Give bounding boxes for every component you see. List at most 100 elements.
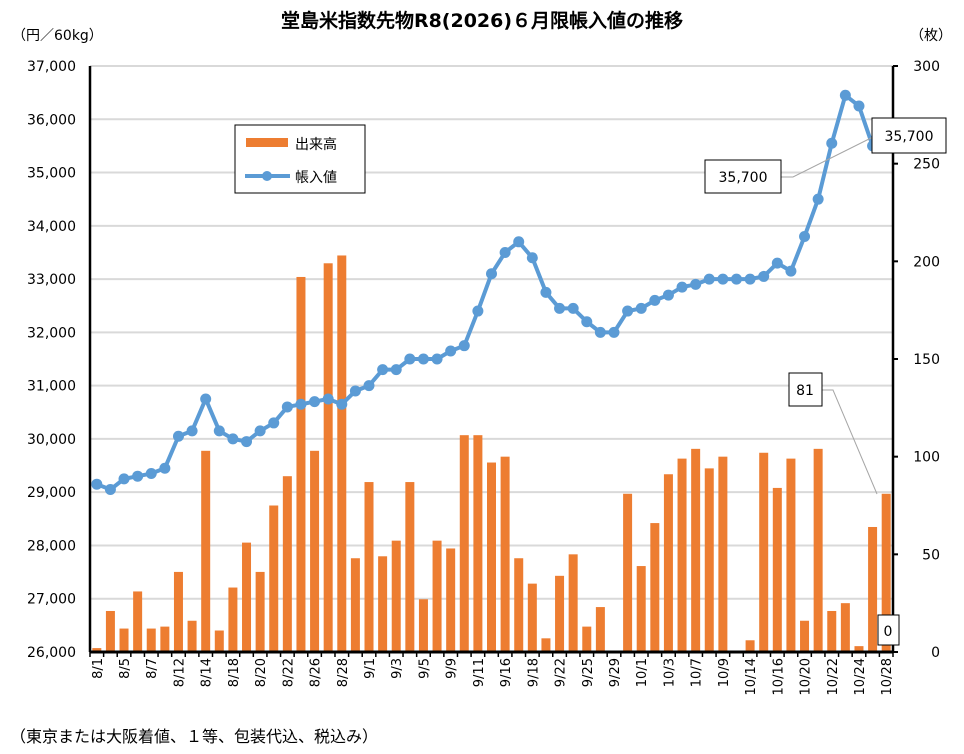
volume-bar — [759, 452, 769, 652]
price-point — [159, 462, 171, 474]
price-point — [853, 100, 865, 112]
left-tick-label: 32,000 — [27, 325, 76, 341]
price-point — [839, 89, 851, 101]
x-tick-label: 9/1 — [363, 658, 378, 679]
price-point — [254, 425, 266, 437]
volume-bar — [514, 558, 524, 652]
price-point — [322, 393, 334, 405]
x-tick-label: 9/25 — [581, 658, 596, 687]
volume-bar — [228, 587, 238, 652]
volume-bar — [677, 458, 687, 652]
volume-bar — [745, 640, 755, 652]
price-point — [186, 425, 198, 437]
price-point — [690, 278, 702, 290]
volume-bar — [432, 540, 442, 652]
price-point — [703, 273, 715, 285]
x-tick-label: 8/7 — [145, 658, 160, 679]
volume-bar — [146, 628, 156, 652]
left-axis-label: （円／60kg） — [12, 28, 103, 44]
x-tick-label: 9/29 — [608, 658, 623, 687]
volume-bar — [201, 450, 211, 652]
volume-bar — [527, 583, 537, 652]
volume-bar — [296, 276, 306, 652]
volume-bar — [840, 603, 850, 652]
x-tick-label: 9/5 — [417, 658, 432, 679]
volume-bar — [663, 474, 673, 652]
x-tick-label: 10/22 — [826, 658, 841, 695]
x-tick-label: 10/20 — [799, 658, 814, 695]
left-tick-label: 27,000 — [27, 592, 76, 608]
price-point — [472, 305, 484, 317]
annotation-price-left: 35,700 — [719, 170, 768, 186]
volume-bar — [214, 630, 224, 652]
left-tick-label: 34,000 — [27, 219, 76, 235]
right-tick-label: 250 — [913, 157, 940, 173]
price-point — [730, 273, 742, 285]
price-point — [431, 353, 443, 365]
volume-bar — [555, 575, 565, 652]
x-tick-labels: 8/1 8/5 8/7 8/12 8/14 8/18 8/20 8/22 8/26 8/28 9/1… — [91, 658, 895, 695]
price-point — [118, 473, 130, 485]
volume-bar — [623, 493, 633, 652]
price-point — [812, 193, 824, 205]
price-point — [445, 345, 457, 357]
annotations: 35,700 35,700 81 0 — [704, 117, 947, 646]
left-tick-label: 35,000 — [27, 166, 76, 182]
price-point — [145, 468, 157, 480]
legend-label-price: 帳入値 — [295, 170, 337, 186]
price-point — [309, 396, 321, 408]
volume-bar — [173, 571, 183, 652]
volume-bar — [405, 482, 415, 652]
annotation-volume-81: 81 — [796, 383, 814, 399]
price-point — [336, 398, 348, 410]
volume-bar — [459, 435, 469, 652]
price-point — [581, 316, 593, 328]
volume-bar — [323, 263, 333, 652]
price-point — [417, 353, 429, 365]
left-tick-label: 28,000 — [27, 538, 76, 554]
volume-bar — [541, 638, 551, 652]
x-tick-label: 8/22 — [281, 658, 296, 687]
x-tick-label: 10/24 — [853, 658, 868, 695]
left-tick-label: 36,000 — [27, 112, 76, 128]
volume-bar — [310, 450, 320, 652]
price-point — [717, 273, 729, 285]
x-tick-label: 9/22 — [554, 658, 569, 687]
axes: 26,000 27,000 28,000 29,000 30,000 31,000 32,0… — [27, 59, 940, 661]
legend: 出来高 帳入値 — [234, 124, 366, 194]
volume-bars — [92, 255, 891, 652]
x-tick-label: 10/3 — [662, 658, 677, 687]
left-tick-label: 30,000 — [27, 432, 76, 448]
price-point — [200, 393, 212, 405]
chart-title: 堂島米指数先物R8(2026)６月限帳入値の推移 — [281, 9, 683, 32]
price-point — [213, 425, 225, 437]
x-tick-label: 8/5 — [118, 658, 133, 679]
price-point — [268, 417, 280, 429]
volume-bar — [772, 487, 782, 652]
volume-bar — [269, 505, 279, 652]
price-point — [499, 246, 511, 258]
x-tick-label: 10/28 — [880, 658, 895, 695]
volume-bar — [255, 571, 265, 652]
x-tick-label: 8/18 — [227, 658, 242, 687]
price-point — [404, 353, 416, 365]
x-tick-label: 10/16 — [771, 658, 786, 695]
price-point — [458, 340, 470, 352]
price-line — [91, 89, 892, 496]
legend-line-marker — [262, 171, 272, 181]
x-tick-label: 9/11 — [472, 658, 487, 687]
volume-bar — [391, 540, 401, 652]
right-axis-label: （枚） — [910, 28, 952, 44]
left-tick-label: 29,000 — [27, 485, 76, 501]
x-tick-label: 9/3 — [390, 658, 405, 679]
price-point — [608, 326, 620, 338]
price-point — [241, 436, 253, 448]
legend-bar-swatch — [246, 138, 288, 147]
volume-bar — [636, 566, 646, 652]
x-tick-label: 8/28 — [336, 658, 351, 687]
x-tick-label: 9/9 — [445, 658, 460, 679]
price-point — [785, 265, 797, 277]
volume-bar — [119, 628, 129, 652]
volume-bar — [92, 648, 102, 652]
